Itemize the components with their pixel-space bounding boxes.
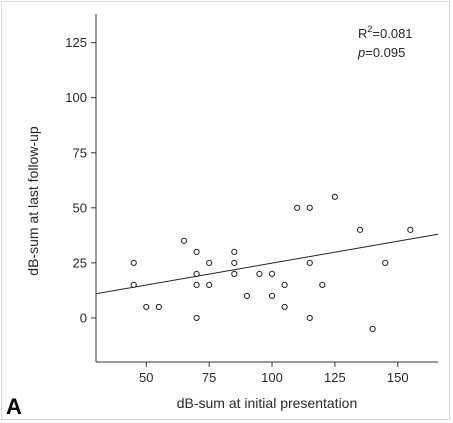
r-squared-value: =0.081	[372, 26, 412, 41]
data-point	[231, 248, 238, 255]
x-tick-label: 50	[139, 370, 153, 385]
data-point	[256, 270, 263, 277]
y-tick-label: 0	[80, 310, 87, 325]
x-tick-label: 100	[261, 370, 283, 385]
x-axis-label: dB-sum at initial presentation	[177, 395, 358, 411]
data-point	[268, 292, 276, 300]
x-tick-label: 75	[202, 370, 216, 385]
y-tick-label: 75	[73, 145, 87, 160]
data-point	[356, 226, 364, 233]
data-point	[369, 325, 376, 333]
data-point	[281, 281, 288, 289]
data-point	[193, 248, 200, 255]
y-axis-label: dB-sum at last follow-up	[25, 126, 41, 276]
data-point	[331, 193, 338, 200]
data-point	[193, 270, 200, 277]
data-point	[319, 281, 326, 289]
data-point	[268, 270, 276, 277]
data-point	[407, 226, 414, 233]
data-point	[382, 259, 389, 266]
data-point	[306, 259, 313, 266]
panel-label: A	[6, 394, 22, 419]
data-point	[130, 281, 137, 289]
data-point	[180, 237, 188, 244]
data-point	[143, 303, 150, 311]
data-point	[243, 292, 250, 300]
data-point	[193, 314, 200, 322]
p-value-symbol: p	[357, 45, 365, 60]
data-point	[306, 204, 313, 211]
x-ticks: 50 75 100 125 150	[139, 362, 409, 385]
data-point	[193, 281, 200, 289]
data-point	[130, 259, 137, 266]
fit-line-group	[95, 233, 439, 295]
data-points	[130, 193, 414, 333]
y-tick-label: 25	[73, 255, 87, 270]
r-squared-prefix: R	[358, 26, 367, 41]
data-point	[155, 303, 162, 311]
r-squared-exponent: 2	[367, 24, 372, 34]
y-tick-label: 125	[65, 35, 87, 50]
y-ticks: 0 25 50 75 100 125	[65, 35, 96, 325]
regression-line	[95, 233, 439, 295]
data-point	[281, 303, 288, 311]
x-tick-label: 125	[324, 370, 346, 385]
data-point	[206, 281, 213, 289]
data-point	[294, 204, 301, 211]
p-value-annotation: p=0.095	[357, 45, 405, 60]
data-point	[231, 270, 238, 277]
p-value-value: =0.095	[365, 45, 405, 60]
axes	[95, 14, 438, 363]
y-tick-label: 100	[65, 90, 87, 105]
x-tick-label: 150	[387, 370, 409, 385]
r-squared-annotation: R2=0.081	[358, 24, 413, 41]
data-point	[206, 259, 213, 266]
data-point	[231, 259, 238, 266]
data-point	[306, 314, 313, 322]
y-tick-label: 50	[73, 200, 87, 215]
